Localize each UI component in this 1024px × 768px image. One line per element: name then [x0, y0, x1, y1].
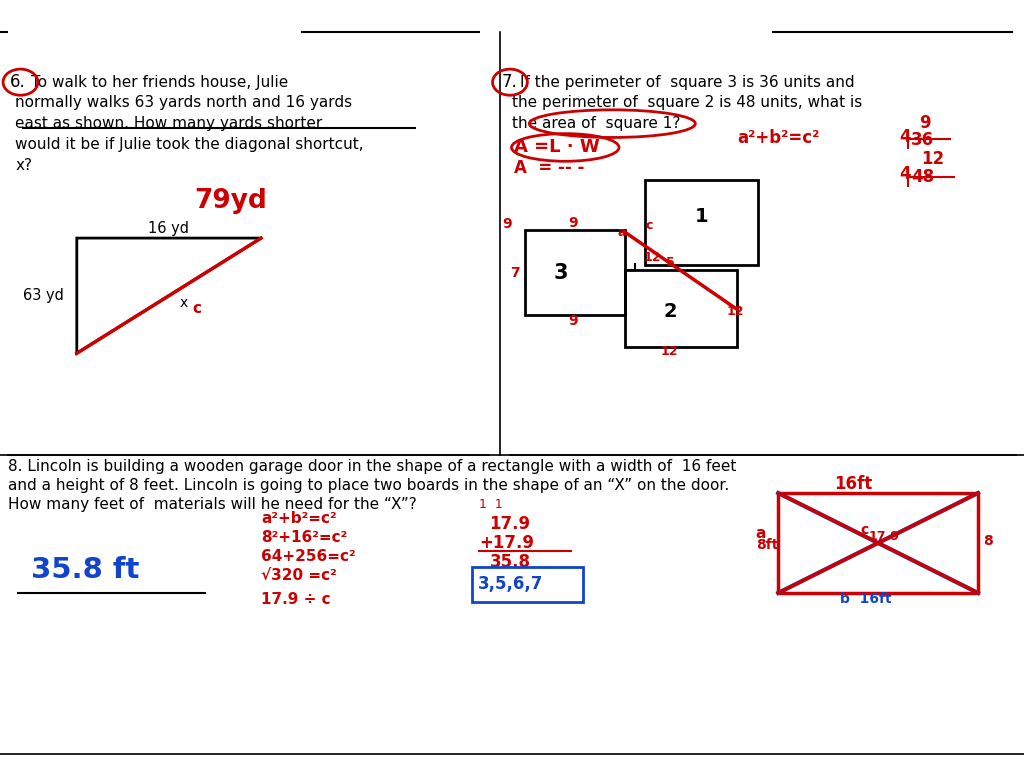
Text: the perimeter of  square 2 is 48 units, what is: the perimeter of square 2 is 48 units, w… [512, 95, 862, 111]
Text: c: c [193, 301, 202, 316]
Text: 64+256=c²: 64+256=c² [261, 549, 355, 564]
Text: 35.8 ft: 35.8 ft [31, 556, 139, 584]
Text: 12: 12 [643, 251, 660, 263]
Text: would it be if Julie took the diagonal shortcut,: would it be if Julie took the diagonal s… [15, 137, 364, 152]
Text: b  16ft: b 16ft [840, 592, 891, 606]
Text: 9: 9 [502, 217, 511, 231]
Text: 7.: 7. [502, 73, 517, 91]
Text: 3,5,6,7: 3,5,6,7 [478, 575, 544, 594]
Text: a²+b²=c²: a²+b²=c² [261, 511, 337, 526]
Text: 17.9 ÷ c: 17.9 ÷ c [261, 591, 331, 607]
Text: 16ft: 16ft [834, 475, 872, 493]
Text: 17.9: 17.9 [489, 515, 530, 533]
Text: A  = -- -: A = -- - [514, 159, 585, 177]
Text: c: c [645, 220, 652, 232]
Text: 9: 9 [568, 314, 578, 328]
Text: 79yd: 79yd [195, 188, 267, 214]
Text: x?: x? [15, 157, 33, 173]
Text: east as shown. How many yards shorter: east as shown. How many yards shorter [15, 116, 323, 131]
Text: 9: 9 [920, 114, 931, 132]
Text: 35.8: 35.8 [489, 553, 530, 571]
Text: the area of  square 1?: the area of square 1? [512, 116, 680, 131]
Text: 6.: 6. [10, 73, 26, 91]
Text: normally walks 63 yards north and 16 yards: normally walks 63 yards north and 16 yar… [15, 95, 352, 111]
Text: 36: 36 [911, 131, 935, 149]
Text: 7: 7 [510, 266, 519, 280]
Text: x: x [179, 296, 187, 310]
Text: and a height of 8 feet. Lincoln is going to place two boards in the shape of an : and a height of 8 feet. Lincoln is going… [8, 478, 729, 493]
Text: 3: 3 [554, 263, 568, 283]
Text: c: c [860, 523, 868, 537]
Text: 17.9: 17.9 [868, 530, 899, 542]
Text: 4: 4 [899, 165, 910, 184]
Text: 9: 9 [568, 216, 578, 230]
Text: To walk to her friends house, Julie: To walk to her friends house, Julie [31, 74, 288, 90]
Text: 16 yd: 16 yd [148, 220, 189, 236]
Text: If the perimeter of  square 3 is 36 units and: If the perimeter of square 3 is 36 units… [520, 74, 855, 90]
Text: 12: 12 [922, 150, 945, 168]
Text: 8ft: 8ft [756, 538, 778, 552]
Text: a: a [756, 526, 766, 541]
Text: 5: 5 [666, 257, 675, 269]
Text: 2: 2 [664, 302, 678, 320]
Text: a: a [617, 227, 626, 239]
Text: 12: 12 [660, 346, 678, 358]
Text: +17.9: +17.9 [479, 534, 535, 552]
Text: How many feet of  materials will he need for the “X”?: How many feet of materials will he need … [8, 497, 417, 512]
Text: 8. Lincoln is building a wooden garage door in the shape of a rectangle with a w: 8. Lincoln is building a wooden garage d… [8, 458, 736, 474]
Text: 4: 4 [899, 127, 910, 146]
Text: 12: 12 [727, 306, 744, 318]
Text: A =L · W: A =L · W [514, 138, 600, 157]
Text: 1: 1 [694, 207, 709, 226]
Text: √320 =c²: √320 =c² [261, 568, 337, 584]
Text: 48: 48 [911, 168, 935, 187]
Text: 8: 8 [983, 535, 993, 548]
Text: 8²+16²=c²: 8²+16²=c² [261, 530, 347, 545]
Text: a²+b²=c²: a²+b²=c² [737, 129, 819, 147]
Text: 63 yd: 63 yd [23, 288, 63, 303]
Text: 1  1: 1 1 [479, 498, 503, 511]
